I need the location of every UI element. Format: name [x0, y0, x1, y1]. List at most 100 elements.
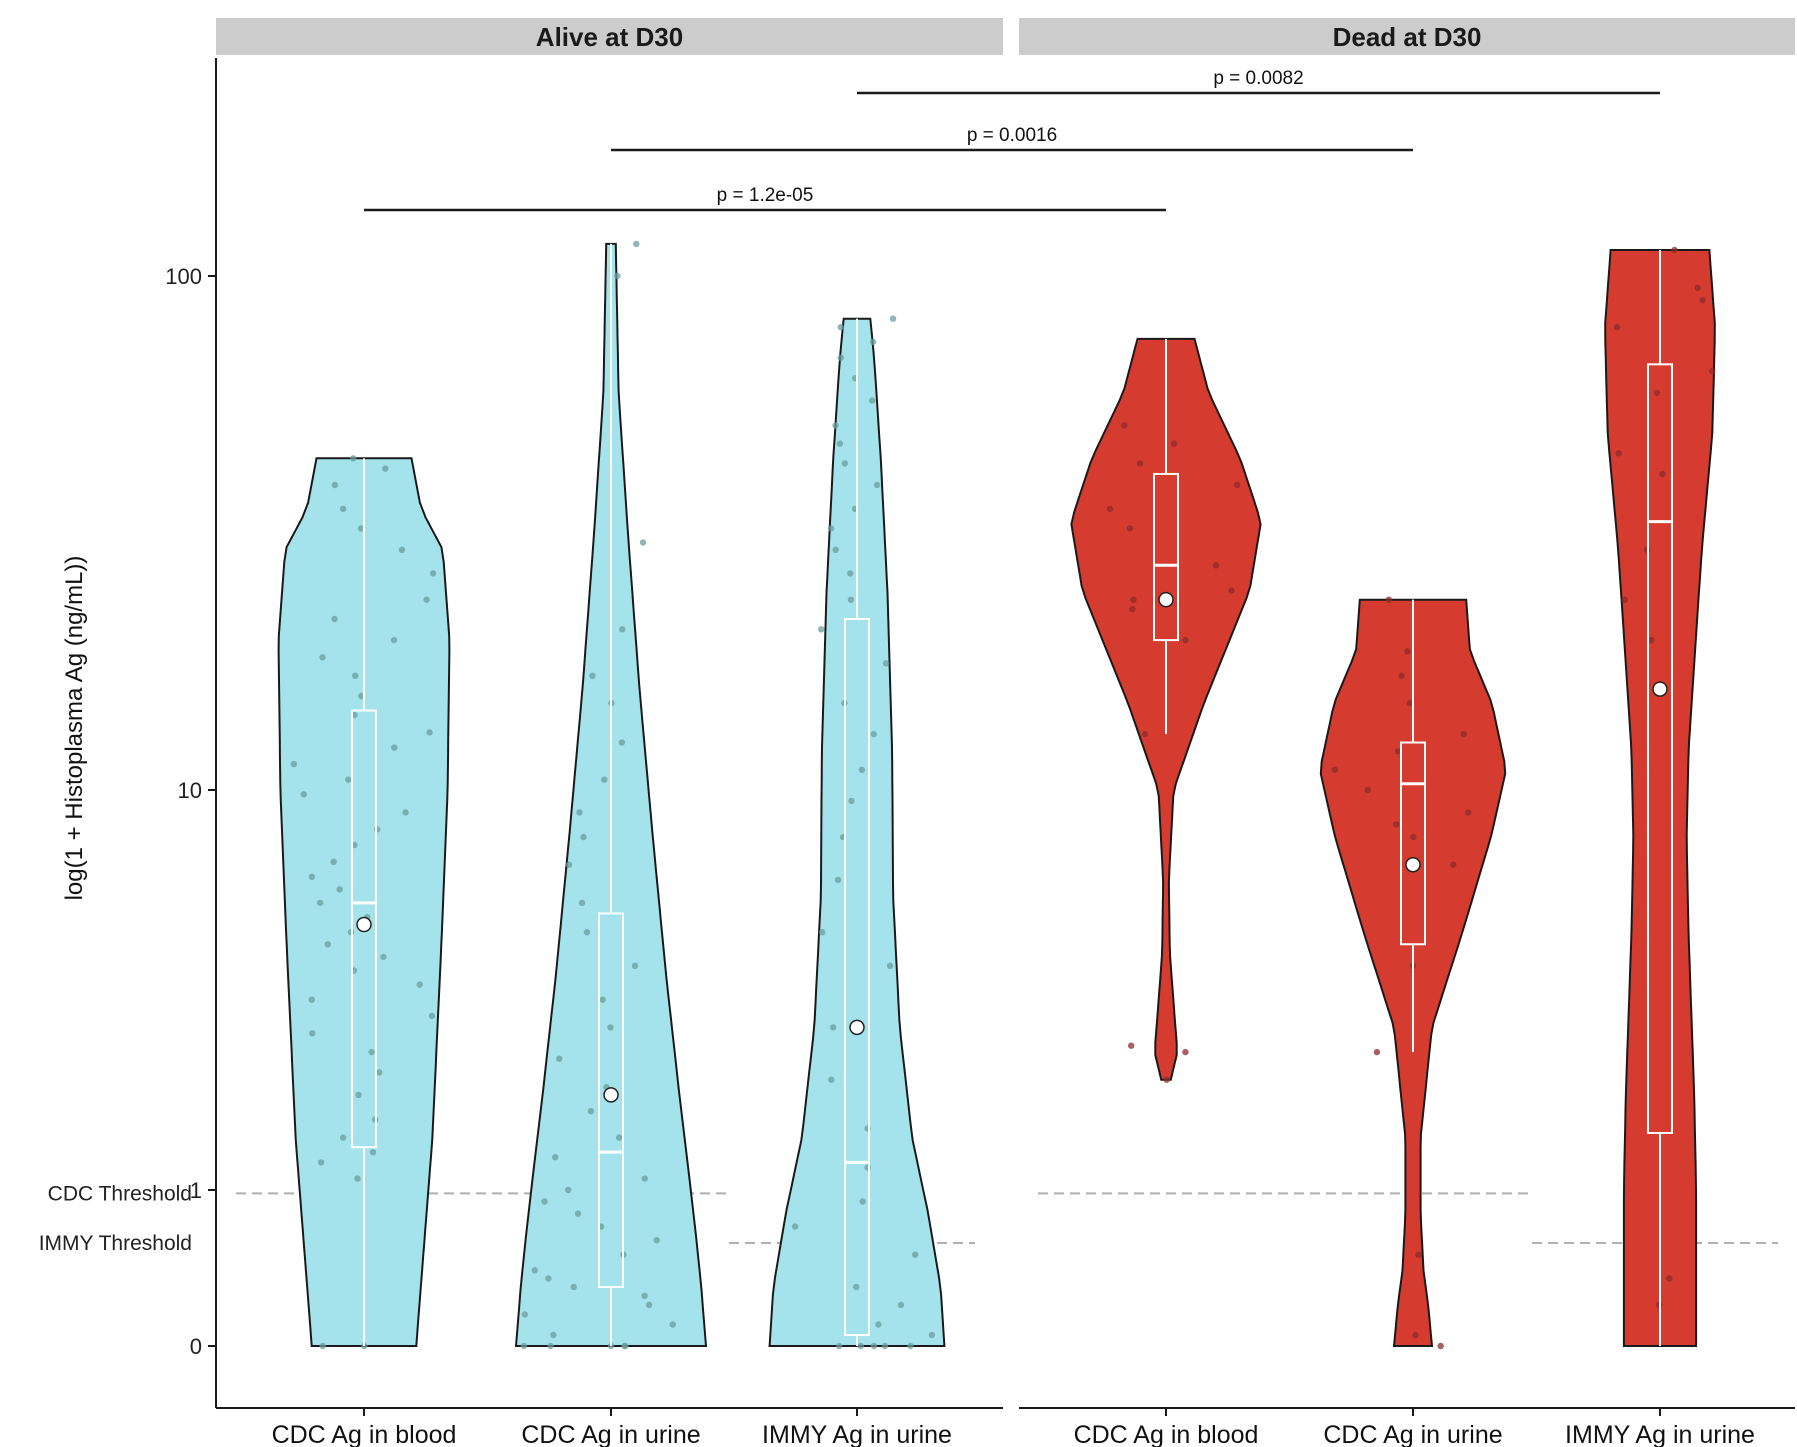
data-point	[645, 1301, 653, 1309]
data-point	[791, 1223, 799, 1230]
facet-strip-label: Alive at D30	[536, 22, 683, 52]
data-point	[841, 460, 848, 467]
data-point	[520, 1342, 528, 1350]
data-point	[376, 1069, 383, 1076]
data-point	[369, 1149, 377, 1156]
mean-marker	[1158, 591, 1174, 608]
data-point	[1171, 440, 1178, 447]
data-point	[574, 1210, 582, 1217]
data-point	[1182, 1048, 1189, 1056]
data-point	[1404, 648, 1411, 655]
box-iqr	[1153, 472, 1179, 642]
data-point	[832, 422, 839, 429]
facet-strip-label: Dead at D30	[1333, 22, 1482, 52]
facet-strip	[216, 18, 1003, 55]
data-point	[907, 1342, 914, 1350]
data-point	[580, 833, 587, 841]
data-point	[858, 766, 866, 773]
data-point	[583, 929, 591, 936]
data-point	[886, 962, 894, 969]
x-tick-label: CDC Ag in blood	[272, 1421, 457, 1447]
data-point	[1228, 587, 1235, 594]
data-point	[1615, 450, 1622, 457]
data-point	[331, 615, 338, 623]
data-point	[869, 338, 877, 346]
threshold-lines: CDC Threshold IMMY Threshold	[39, 1182, 1778, 1255]
x-tick-label: IMMY Ag in urine	[762, 1421, 952, 1447]
data-point	[1406, 699, 1414, 707]
data-point	[368, 1048, 375, 1056]
p-value-brackets: p = 1.2e-05 p = 0.0016 p = 0.0082	[364, 68, 1660, 212]
data-point	[818, 626, 825, 633]
mean-marker	[603, 1087, 619, 1103]
data-point	[545, 1275, 552, 1282]
data-point	[619, 626, 626, 633]
data-point	[1410, 833, 1417, 841]
data-point	[382, 465, 389, 472]
data-point	[300, 791, 307, 798]
data-point	[832, 546, 839, 553]
y-axis-label: log(1 + Histoplasma Ag (ng/mL))	[61, 556, 88, 901]
data-point	[309, 1030, 316, 1037]
data-point	[641, 1175, 648, 1182]
data-point	[669, 1321, 676, 1328]
data-point	[352, 672, 359, 679]
data-point	[853, 1283, 860, 1291]
data-point	[1415, 1251, 1422, 1258]
box-iqr	[844, 618, 870, 1337]
x-tick-label: CDC Ag in blood	[1074, 1421, 1259, 1447]
mean-marker	[356, 916, 372, 933]
data-point	[631, 962, 639, 969]
data-point	[1331, 766, 1339, 773]
data-point	[1373, 1048, 1381, 1056]
data-point	[1364, 786, 1371, 794]
axes: 0 1 10 100 CDC Ag in blood CDC Ag in urine IMM…	[165, 58, 1795, 1447]
data-point	[565, 861, 573, 868]
threshold-label: IMMY Threshold	[39, 1232, 192, 1255]
data-point	[1671, 246, 1678, 254]
violin-plots	[277, 240, 1716, 1350]
data-point	[830, 1024, 837, 1031]
data-point	[330, 858, 337, 865]
data-point	[1130, 596, 1137, 603]
data-point	[357, 525, 365, 532]
data-point	[641, 1292, 648, 1300]
x-tick-label: CDC Ag in urine	[1323, 1421, 1502, 1447]
data-point	[355, 1091, 362, 1099]
data-point	[614, 272, 621, 280]
x-tick-label: IMMY Ag in urine	[1565, 1421, 1755, 1447]
data-point	[308, 996, 315, 1003]
data-point	[1613, 324, 1621, 331]
data-point	[547, 1342, 554, 1350]
data-point	[848, 797, 855, 805]
data-point	[873, 481, 881, 489]
data-point	[402, 809, 409, 816]
data-point	[324, 941, 331, 948]
y-tick-label: 100	[165, 264, 202, 289]
data-point	[570, 1283, 577, 1291]
data-point	[835, 1342, 843, 1350]
y-tick-label: 1	[190, 1178, 202, 1203]
data-point	[423, 596, 430, 603]
data-point	[589, 672, 596, 679]
data-point	[889, 315, 897, 322]
data-point	[847, 570, 854, 577]
data-point	[653, 1237, 660, 1244]
data-point	[836, 440, 844, 447]
data-point	[1393, 821, 1400, 828]
data-point	[1136, 460, 1144, 467]
data-point	[319, 1342, 326, 1350]
data-point	[639, 539, 647, 546]
data-point	[1128, 1042, 1135, 1049]
data-point	[1465, 809, 1472, 816]
p-value-label: p = 0.0016	[967, 125, 1057, 146]
data-point	[1450, 861, 1457, 868]
data-point	[391, 744, 398, 751]
box-iqr	[351, 709, 377, 1149]
data-point	[599, 996, 606, 1003]
data-point	[622, 1342, 629, 1350]
data-point	[828, 1076, 835, 1083]
data-point	[541, 1198, 548, 1205]
data-point	[429, 570, 437, 577]
